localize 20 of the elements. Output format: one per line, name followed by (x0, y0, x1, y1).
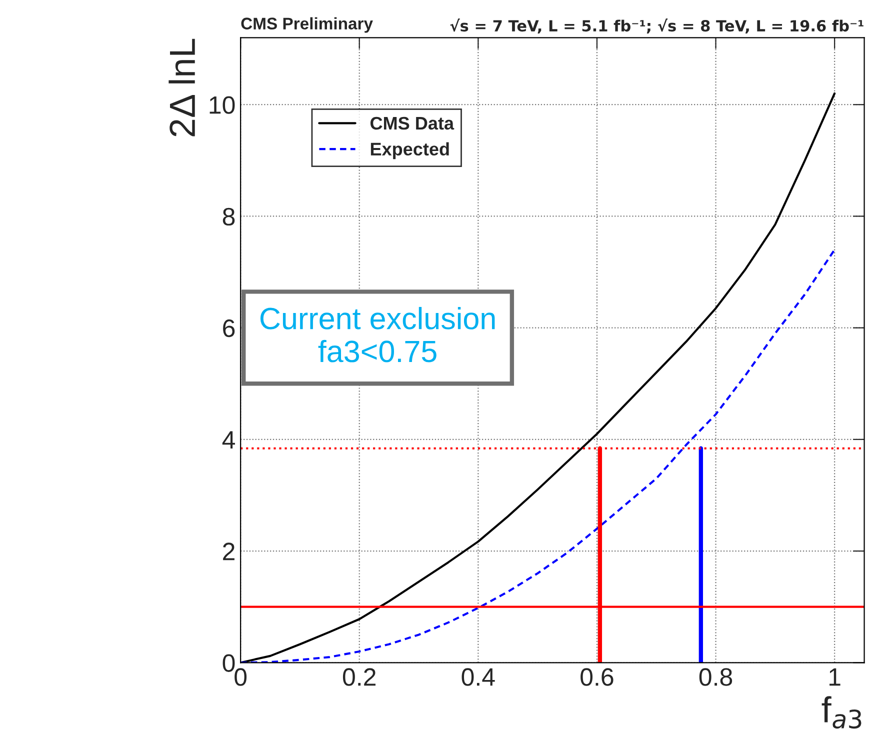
x-tick-label: 0.6 (580, 668, 614, 686)
chart-subtitle: √s = 7 TeV, L = 5.1 fb⁻¹; √s = 8 TeV, L = 19.6 fb⁻¹ (450, 18, 864, 34)
chart-title: CMS Preliminary (241, 17, 373, 33)
x-tick-label: 0.8 (699, 668, 732, 686)
annotation: Current exclusion fa3<0.75 (260, 306, 495, 362)
y-axis-title: 2Δ lnL (168, 38, 195, 136)
y-tick-label: 6 (223, 319, 235, 338)
x-tick-label: 1 (830, 668, 840, 686)
x-tick-label: 0.4 (462, 668, 495, 686)
x-tick-label: 0 (234, 668, 247, 686)
line-series (240, 248, 836, 663)
y-tick-label: 8 (222, 208, 235, 226)
x-axis-title: f$_{a3}$ (822, 696, 862, 729)
y-tick-label: 4 (222, 431, 235, 448)
y-tick-label: 10 (210, 96, 235, 114)
legend-label: CMS Data (370, 116, 454, 130)
x-tick-label: 0.2 (342, 668, 376, 686)
y-tick-label: 0 (222, 654, 235, 672)
legend-label: Expected (370, 142, 449, 160)
y-tick-label: 2 (223, 542, 234, 560)
